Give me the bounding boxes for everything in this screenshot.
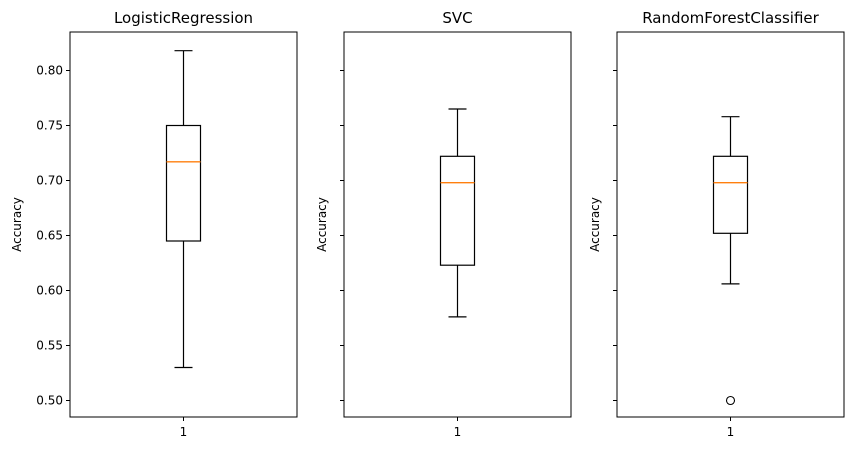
subplot-title: SVC bbox=[442, 9, 472, 27]
y-tick-label: 0.50 bbox=[36, 394, 63, 408]
subplot-2: SVC Accuracy 1 bbox=[315, 9, 572, 439]
subplot-3: RandomForestClassifier Accuracy 1 bbox=[588, 9, 845, 439]
x-tick-label: 1 bbox=[180, 425, 188, 439]
box bbox=[165, 124, 202, 242]
axes-frame bbox=[343, 31, 572, 418]
y-tick-label: 0.60 bbox=[36, 284, 63, 298]
x-tick-label: 1 bbox=[727, 425, 735, 439]
x-tick-label: 1 bbox=[454, 425, 462, 439]
y-axis-label: Accuracy bbox=[10, 197, 24, 252]
outlier-point bbox=[725, 395, 736, 406]
subplot-title: LogisticRegression bbox=[114, 9, 253, 27]
subplot-title: RandomForestClassifier bbox=[642, 9, 819, 27]
axes-frame bbox=[69, 31, 298, 418]
box bbox=[712, 155, 749, 234]
y-tick-label: 0.80 bbox=[36, 64, 63, 78]
subplot-1: LogisticRegression 0.50 0.55 0.60 0.65 0.70 0.… bbox=[10, 9, 298, 439]
y-tick-label: 0.65 bbox=[36, 229, 63, 243]
y-axis-label: Accuracy bbox=[315, 197, 329, 252]
y-axis-label: Accuracy bbox=[588, 197, 602, 252]
y-tick-label: 0.55 bbox=[36, 339, 63, 353]
axes-frame bbox=[616, 31, 845, 418]
y-tick-label: 0.70 bbox=[36, 174, 63, 188]
box bbox=[439, 155, 476, 266]
y-tick-label: 0.75 bbox=[36, 119, 63, 133]
